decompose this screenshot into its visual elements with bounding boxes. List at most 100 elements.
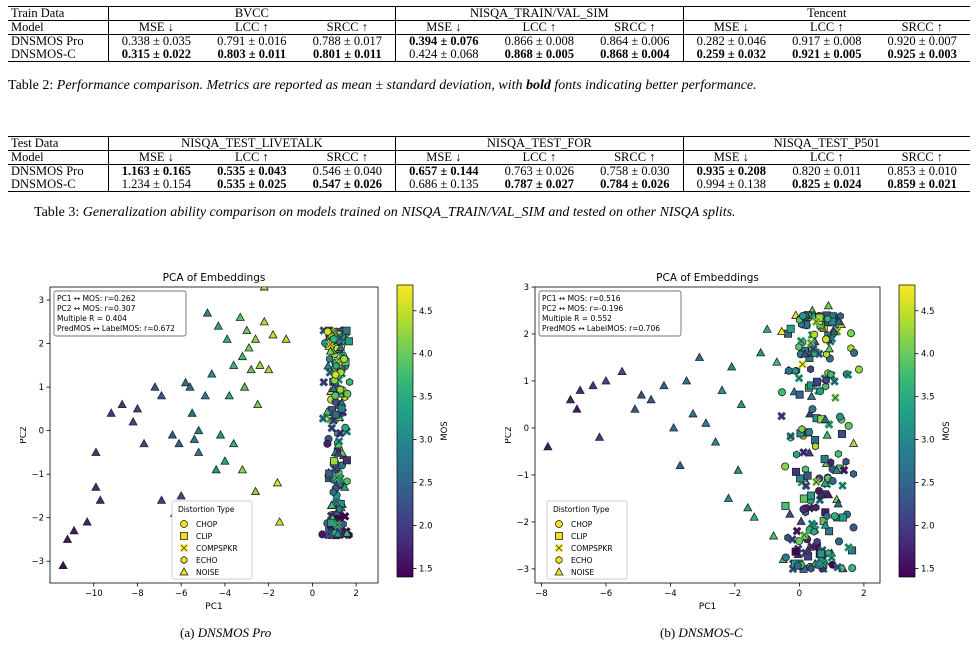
x-tick-label: −10 <box>85 589 103 599</box>
y-tick-label: 0 <box>39 427 44 437</box>
table2-cell: 0.282 ± 0.046 <box>683 34 780 48</box>
x-tick-label: −6 <box>175 589 188 599</box>
table3-cell: 0.935 ± 0.208 <box>683 164 780 178</box>
data-point <box>823 489 834 499</box>
marker-outline <box>333 498 340 506</box>
data-point <box>215 430 226 439</box>
data-point <box>736 399 746 408</box>
table2-model-name: DNSMOS-C <box>8 48 109 62</box>
data-point <box>681 375 692 385</box>
legend-marker <box>555 520 563 528</box>
marker-outline <box>834 563 842 571</box>
data-point <box>91 482 101 491</box>
legend-title: Distortion Type <box>553 505 610 514</box>
data-point <box>822 382 830 391</box>
data-point <box>812 377 821 386</box>
marker-outline <box>788 536 796 543</box>
marker-outline <box>802 482 810 490</box>
data-point <box>825 527 834 536</box>
cell-value: 0.535 ± 0.043 <box>217 164 287 178</box>
data-point <box>807 491 816 500</box>
cell-value: 0.920 ± 0.007 <box>887 34 957 48</box>
table3-subheader-9: SRCC ↑ <box>874 150 970 165</box>
data-point <box>795 537 804 546</box>
y-tick-label: 3 <box>524 283 529 293</box>
data-point <box>62 534 73 543</box>
data-point <box>785 509 795 518</box>
y-tick-label: 0 <box>524 424 529 434</box>
table2-subheader-5: LCC ↑ <box>491 20 588 35</box>
marker-outline <box>828 554 836 562</box>
data-point <box>342 456 351 465</box>
x-tick-label: −4 <box>219 589 232 599</box>
data-point <box>220 456 230 465</box>
data-point <box>189 434 199 443</box>
stats-line: PredMOS ↔ LabelMOS: r=0.706 <box>542 324 660 333</box>
y-tick-label: −3 <box>31 557 44 567</box>
data-point <box>786 324 795 333</box>
table-3: Test Data NISQA_TEST_LIVETALK NISQA_TEST… <box>8 136 970 192</box>
colorbar-tick-label: 4.5 <box>419 307 433 317</box>
cell-value: 0.315 ± 0.022 <box>121 47 192 61</box>
data-point <box>807 365 815 374</box>
data-point <box>185 382 195 391</box>
cell-value: 0.825 ± 0.024 <box>792 177 862 191</box>
data-point <box>815 313 824 322</box>
data-point <box>837 429 846 438</box>
data-point <box>777 388 786 397</box>
data-point <box>332 361 340 371</box>
x-tick-label: 0 <box>797 589 802 599</box>
data-point <box>810 330 819 339</box>
data-point <box>791 547 800 556</box>
data-point <box>772 357 782 366</box>
data-point <box>91 447 101 456</box>
colorbar-tick-label: 4.0 <box>921 350 935 360</box>
data-point <box>333 529 343 538</box>
data-point <box>328 383 339 392</box>
data-point <box>630 404 640 413</box>
data-point <box>325 469 334 478</box>
data-point <box>646 394 656 404</box>
data-point <box>675 460 685 469</box>
data-point <box>822 335 831 344</box>
data-point <box>342 528 352 537</box>
data-point <box>823 512 831 521</box>
table2-header-traindata: Train Data <box>8 6 109 21</box>
data-point <box>281 334 291 343</box>
data-point <box>838 513 847 522</box>
colorbar <box>396 284 414 578</box>
cell-value: 0.394 ± 0.076 <box>409 34 479 48</box>
data-point <box>828 477 837 486</box>
cell-value: 0.868 ± 0.004 <box>600 47 670 61</box>
legend-label: ECHO <box>571 556 593 565</box>
colorbar-tick-label: 3.5 <box>419 393 433 403</box>
data-point <box>822 376 830 385</box>
table2-cell: 0.424 ± 0.068 <box>395 48 492 62</box>
marker-outline <box>793 527 801 535</box>
cell-value: 0.866 ± 0.008 <box>504 34 574 48</box>
data-point <box>330 457 339 466</box>
data-point <box>95 495 105 504</box>
data-point <box>329 335 338 344</box>
marker-outline <box>795 374 803 382</box>
data-point <box>834 449 842 458</box>
data-point <box>829 326 839 336</box>
legend-marker <box>180 520 188 528</box>
data-point <box>224 390 234 400</box>
data-point <box>792 450 801 459</box>
data-point <box>237 351 248 361</box>
points-layer <box>58 287 354 570</box>
cell-value: 0.925 ± 0.003 <box>887 47 957 61</box>
legend-label: ECHO <box>196 556 218 565</box>
table2-cell: 0.803 ± 0.011 <box>204 47 300 62</box>
cell-value: 0.994 ± 0.138 <box>696 177 766 191</box>
table2-subheader-7: MSE ↓ <box>683 20 780 35</box>
x-tick-label: −8 <box>131 589 144 599</box>
chart-title: PCA of Embeddings <box>163 272 266 284</box>
cell-value: 0.803 ± 0.011 <box>217 47 287 61</box>
data-point <box>743 502 753 512</box>
data-point <box>808 405 817 414</box>
data-point <box>200 390 210 400</box>
data-point <box>274 517 285 526</box>
